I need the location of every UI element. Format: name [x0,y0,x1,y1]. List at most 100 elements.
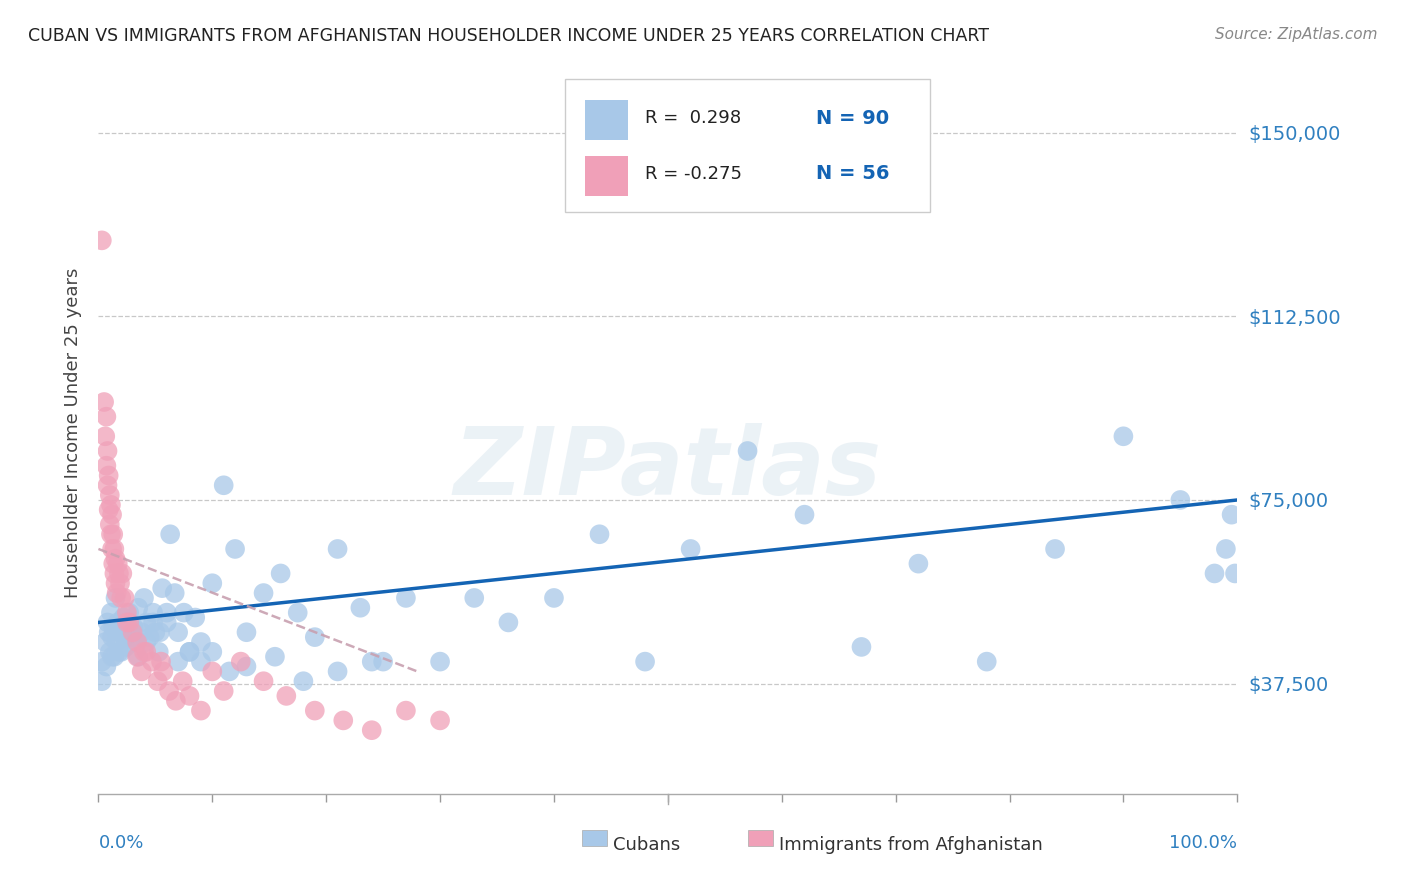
Point [114,591,136,605]
Point [101,649,124,664]
Point [156,615,179,630]
Point [132,591,155,605]
Point [179,689,201,703]
Point [212,478,235,492]
Point [179,645,201,659]
Point [229,655,252,669]
Point [135,615,157,630]
Text: Source: ZipAtlas.com: Source: ZipAtlas.com [1215,27,1378,42]
Point [108,625,131,640]
Point [326,665,349,679]
Point [276,689,298,703]
Point [118,606,141,620]
Point [634,655,657,669]
Point [97,625,120,640]
Point [332,714,354,728]
Point [127,635,149,649]
Point [120,620,142,634]
Point [103,527,125,541]
Point [1220,508,1243,522]
Point [157,684,180,698]
Point [1204,566,1226,581]
Point [163,586,186,600]
Point [94,635,117,649]
Point [167,655,190,669]
Point [172,674,194,689]
Point [135,645,157,659]
Point [100,527,122,541]
Bar [585,156,628,195]
Point [101,630,124,644]
Point [173,606,195,620]
Point [115,625,138,640]
Point [96,615,118,630]
Point [103,541,125,556]
Point [110,645,132,659]
Point [1215,541,1237,556]
Point [132,645,155,659]
Point [101,508,124,522]
Text: R =  0.298: R = 0.298 [645,110,741,128]
Point [108,576,131,591]
Point [110,591,132,605]
Y-axis label: Householder Income Under 25 years: Householder Income Under 25 years [63,268,82,598]
Point [104,576,127,591]
Text: R = -0.275: R = -0.275 [645,165,742,183]
Point [165,694,187,708]
Point [131,665,153,679]
Point [152,665,174,679]
Text: ZIPatlas: ZIPatlas [454,423,882,515]
Point [111,566,134,581]
Point [100,606,122,620]
Point [104,591,127,605]
Point [252,586,274,600]
Point [105,586,128,600]
Point [107,615,129,630]
Point [156,606,179,620]
Point [98,488,121,502]
Point [543,591,565,605]
Point [98,645,121,659]
Point [371,655,394,669]
Point [107,557,129,571]
Point [120,630,142,644]
Point [429,714,451,728]
Point [122,620,145,634]
Point [218,665,240,679]
Point [96,409,118,424]
Point [97,468,120,483]
Point [201,576,224,591]
Point [184,610,207,624]
Point [190,655,212,669]
Point [125,635,148,649]
Point [101,541,124,556]
Point [127,649,149,664]
Point [90,233,112,247]
Point [976,655,998,669]
Point [360,723,382,738]
Point [179,645,201,659]
Point [115,615,138,630]
Text: CUBAN VS IMMIGRANTS FROM AFGHANISTAN HOUSEHOLDER INCOME UNDER 25 YEARS CORRELATI: CUBAN VS IMMIGRANTS FROM AFGHANISTAN HOU… [28,27,988,45]
Bar [582,830,607,846]
Point [138,630,160,644]
Point [1112,429,1135,443]
Point [141,655,163,669]
Point [90,655,112,669]
Point [159,527,181,541]
Point [150,655,173,669]
Point [118,615,141,630]
Point [395,591,418,605]
Point [121,625,143,640]
Point [292,674,315,689]
Point [104,551,127,566]
Point [146,674,169,689]
Point [737,444,759,458]
Point [100,498,122,512]
Point [679,541,702,556]
Text: N = 56: N = 56 [815,164,890,184]
Point [149,625,172,640]
Point [304,630,326,644]
Point [201,665,224,679]
Text: N = 90: N = 90 [815,109,889,128]
